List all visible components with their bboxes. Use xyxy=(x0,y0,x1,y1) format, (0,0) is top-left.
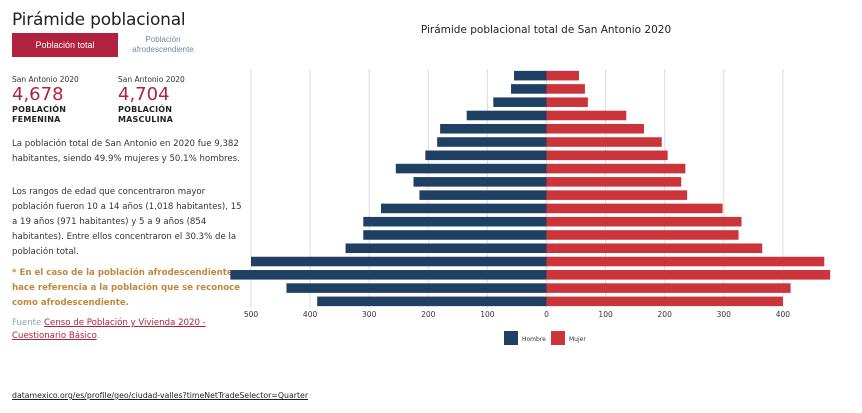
bar-mujer xyxy=(546,163,686,174)
source-prefix: Fuente xyxy=(12,318,42,328)
legend-swatch-hombre xyxy=(504,331,518,345)
bar-mujer xyxy=(546,203,723,214)
chart-title: Pirámide poblacional total de San Antoni… xyxy=(420,24,672,36)
bar-mujer xyxy=(546,70,580,81)
x-tick-label: 500 xyxy=(244,310,259,319)
bar-mujer xyxy=(546,123,645,134)
bar-hombre xyxy=(395,163,547,174)
bar-mujer xyxy=(546,270,831,280)
page-title: Pirámide poblacional xyxy=(12,10,186,30)
population-tabs: Población total Población afrodescendien… xyxy=(12,33,208,57)
bar-hombre xyxy=(317,296,547,307)
stat-male-label-2: MASCULINA xyxy=(118,115,174,124)
bar-mujer xyxy=(546,110,627,121)
bar-hombre xyxy=(345,243,547,254)
x-tick-label: 100 xyxy=(598,310,613,319)
x-tick-label: 400 xyxy=(776,310,791,319)
bar-hombre xyxy=(466,110,547,121)
bar-mujer xyxy=(546,177,682,187)
footer-url[interactable]: datamexico.org/es/profile/geo/ciudad-val… xyxy=(12,391,309,400)
bar-hombre xyxy=(230,270,547,280)
description-paragraph-2: Los rangos de edad que concentraron mayo… xyxy=(12,187,242,257)
x-tick-label: 300 xyxy=(362,310,377,319)
bar-hombre xyxy=(511,84,547,94)
x-tick-label: 100 xyxy=(480,310,495,319)
bar-mujer xyxy=(546,230,739,240)
stat-female-label-2: FEMENINA xyxy=(12,115,61,124)
x-tick-label: 300 xyxy=(717,310,732,319)
bar-hombre xyxy=(493,97,547,107)
bar-mujer xyxy=(546,150,668,161)
stat-male-value: 4,704 xyxy=(118,84,170,105)
bar-hombre xyxy=(381,203,547,214)
bar-hombre xyxy=(413,177,547,187)
bar-hombre xyxy=(437,137,547,147)
stat-male: San Antonio 2020 4,704 POBLACIÓN MASCULI… xyxy=(118,75,224,125)
afro-note: * En el caso de la población afrodescend… xyxy=(12,268,247,308)
description-paragraph-1: La población total de San Antonio en 202… xyxy=(12,139,240,164)
legend-label-hombre: Hombre xyxy=(522,336,546,343)
source-suffix: . xyxy=(96,331,100,341)
stat-female: San Antonio 2020 4,678 POBLACIÓN FEMENIN… xyxy=(12,75,118,125)
x-tick-label: 0 xyxy=(544,310,549,319)
source-link[interactable]: Censo de Población y Vivienda 2020 - Cue… xyxy=(12,318,206,341)
bar-hombre xyxy=(440,123,547,134)
bar-hombre xyxy=(425,150,547,161)
stat-male-sublabel: San Antonio 2020 xyxy=(118,75,185,84)
x-tick-label: 200 xyxy=(421,310,436,319)
stat-female-label-1: POBLACIÓN xyxy=(12,105,67,114)
x-tick-label: 200 xyxy=(658,310,673,319)
source-line: Fuente Censo de Población y Vivienda 202… xyxy=(12,317,247,343)
legend-label-mujer: Mujer xyxy=(569,336,586,343)
bar-mujer xyxy=(546,296,783,307)
bar-mujer xyxy=(546,216,742,227)
stat-male-label-1: POBLACIÓN xyxy=(118,105,173,114)
tab-poblacion-afrodescendiente[interactable]: Población afrodescendiente xyxy=(118,33,208,57)
bar-mujer xyxy=(546,137,662,147)
bar-hombre xyxy=(251,256,547,267)
bar-hombre xyxy=(286,283,547,293)
legend-swatch-mujer xyxy=(551,331,565,345)
stat-female-value: 4,678 xyxy=(12,84,64,105)
bar-mujer xyxy=(546,283,791,293)
x-tick-label: 400 xyxy=(303,310,318,319)
tab-poblacion-total[interactable]: Población total xyxy=(12,33,118,57)
bar-mujer xyxy=(546,84,585,94)
bar-hombre xyxy=(363,230,547,240)
bar-hombre xyxy=(513,70,547,81)
population-stats: San Antonio 2020 4,678 POBLACIÓN FEMENIN… xyxy=(12,75,224,125)
bar-hombre xyxy=(419,190,547,200)
bar-hombre xyxy=(363,216,547,227)
bar-mujer xyxy=(546,243,763,254)
bar-mujer xyxy=(546,190,688,200)
bar-mujer xyxy=(546,97,588,107)
stat-female-sublabel: San Antonio 2020 xyxy=(12,75,79,84)
bar-mujer xyxy=(546,256,825,267)
